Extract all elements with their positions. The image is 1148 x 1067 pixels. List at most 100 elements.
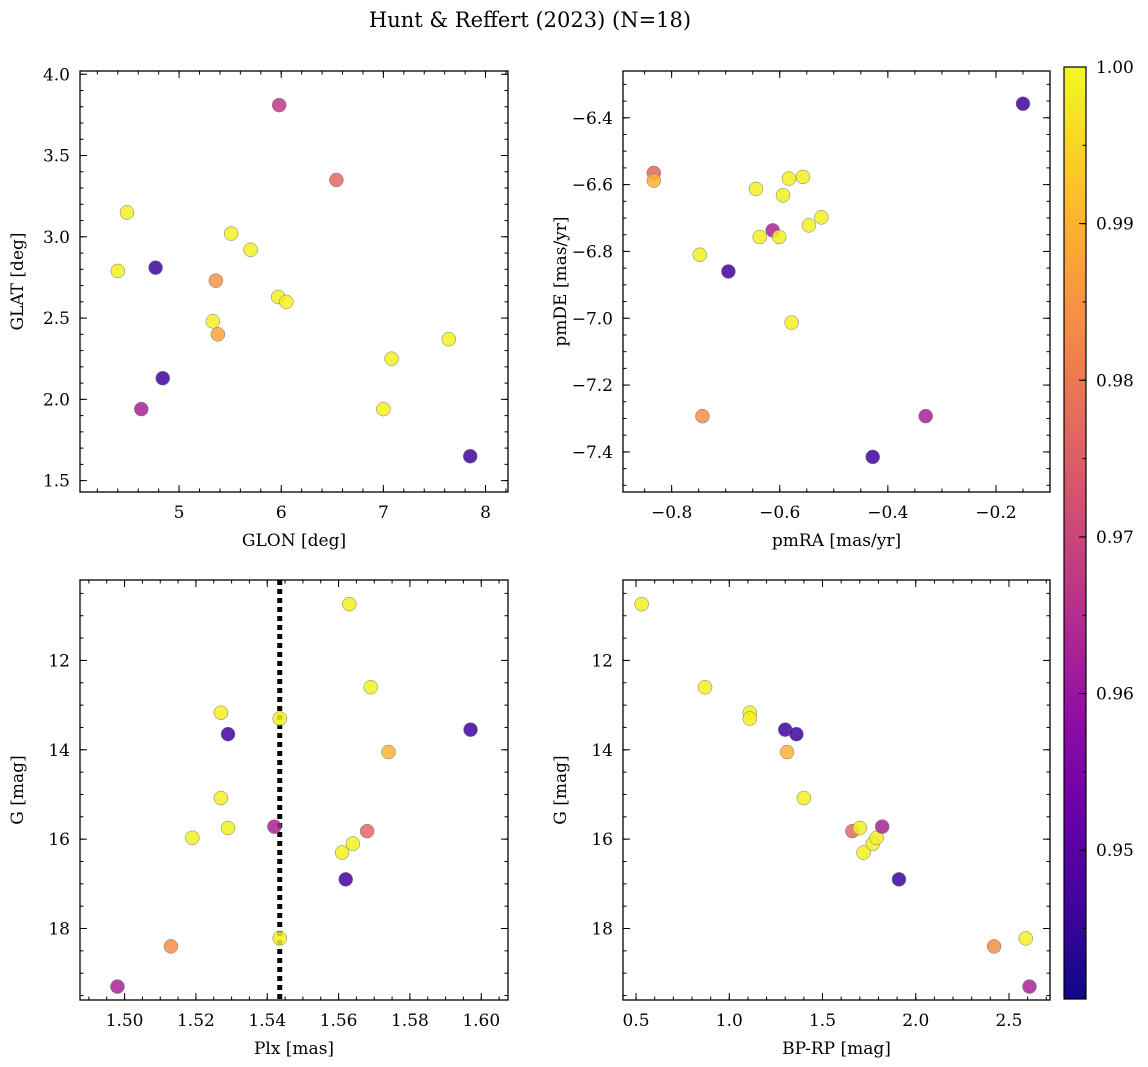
x-tick-label: 5	[174, 503, 185, 523]
data-point	[781, 171, 797, 186]
data-point	[795, 169, 811, 185]
data-point	[213, 705, 229, 720]
data-point	[697, 679, 713, 695]
y-tick-label: 2.0	[43, 390, 70, 410]
panel-bprp-g: 0.5 1.0 1.5 2.0 2.5 12 14 16 18 BP-RP [mag] G [mag…	[551, 579, 1051, 1059]
data-point	[119, 205, 135, 220]
y-axis-label: GLAT [deg]	[8, 232, 28, 330]
data-point	[752, 229, 767, 245]
data-point	[359, 823, 375, 839]
colorbar-gradient	[1064, 67, 1086, 999]
data-point	[205, 314, 221, 329]
data-point	[891, 872, 907, 887]
data-point	[210, 327, 226, 342]
data-point	[462, 448, 478, 464]
data-point	[110, 263, 126, 279]
colorbar: 0.95 0.96 0.97 0.98 0.99 1.00	[1063, 58, 1134, 1000]
y-tick-label: −7.4	[572, 443, 613, 463]
data-point	[1015, 96, 1031, 111]
y-tick-label: 1.5	[43, 472, 70, 492]
x-tick-label: −0.8	[651, 503, 692, 523]
x-tick-label: 1.5	[809, 1011, 836, 1031]
data-point	[692, 247, 708, 263]
data-point	[384, 351, 399, 366]
data-point	[1018, 931, 1034, 946]
data-point	[986, 939, 1002, 954]
data-point	[918, 408, 933, 424]
colorbar-tick-label: 0.98	[1096, 371, 1134, 391]
data-point	[220, 726, 236, 742]
x-tick-label: −0.4	[867, 503, 908, 523]
data-point	[329, 172, 344, 188]
y-tick-label: −6.8	[572, 242, 613, 262]
y-tick-label: −6.4	[572, 109, 613, 129]
data-point	[345, 836, 361, 851]
axes-frame	[79, 579, 509, 1001]
x-tick-label: 1.0	[716, 1011, 743, 1031]
data-point	[721, 264, 736, 279]
data-point	[220, 820, 236, 836]
data-point	[363, 679, 378, 695]
data-point	[272, 711, 287, 726]
data-point	[271, 97, 287, 113]
y-tick-label: 18	[591, 920, 613, 940]
data-point	[134, 401, 149, 417]
y-tick-label: 12	[48, 651, 70, 671]
axes-frame	[622, 70, 1051, 493]
data-point	[1022, 979, 1037, 994]
x-tick-label: −0.2	[975, 503, 1016, 523]
y-tick-label: 12	[591, 651, 613, 671]
axes-frame	[79, 70, 509, 493]
data-point	[441, 331, 457, 347]
y-tick-label: 18	[48, 920, 70, 940]
data-point	[381, 744, 396, 760]
data-point	[155, 370, 170, 386]
x-axis-label: Plx [mas]	[254, 1039, 334, 1059]
y-tick-label: 2.5	[43, 309, 70, 329]
data-point	[110, 979, 125, 994]
figure-title: Hunt & Reffert (2023) (N=18)	[369, 8, 691, 32]
data-point	[856, 845, 871, 860]
data-point	[334, 845, 350, 860]
y-tick-label: −7.2	[572, 376, 613, 396]
data-point	[272, 931, 287, 946]
colorbar-tick-label: 0.96	[1096, 685, 1134, 705]
data-point	[223, 226, 239, 241]
y-tick-label: 16	[591, 830, 613, 850]
data-point	[163, 939, 179, 954]
x-axis-label: BP-RP [mag]	[782, 1039, 891, 1059]
data-point	[852, 820, 868, 836]
x-axis-label: pmRA [mas/yr]	[772, 531, 901, 551]
x-tick-label: 1.58	[391, 1011, 429, 1031]
y-tick-label: 16	[48, 830, 70, 850]
x-tick-label: 2.0	[902, 1011, 929, 1031]
panel-glon-glat: 5 6 7 8 1.5 2.0 2.5 3.0 3.5 4.0 GLON [deg] GLAT [de…	[8, 65, 509, 551]
y-axis-label: G [mag]	[551, 755, 571, 824]
data-point	[279, 294, 294, 310]
data-point	[185, 830, 200, 846]
y-tick-label: −7.0	[572, 309, 613, 329]
data-point	[865, 449, 880, 465]
colorbar-tick-label: 0.97	[1096, 528, 1134, 548]
y-tick-label: 4.0	[43, 65, 70, 85]
data-point	[742, 711, 758, 726]
data-point	[646, 173, 662, 188]
y-tick-label: 3.0	[43, 228, 70, 248]
x-tick-label: −0.6	[759, 503, 800, 523]
data-point	[874, 819, 890, 834]
y-axis-label: pmDE [mas/yr]	[551, 216, 571, 346]
y-tick-label: 14	[48, 741, 70, 761]
y-tick-label: −6.6	[572, 176, 613, 196]
data-point	[748, 181, 764, 197]
x-tick-label: 0.5	[623, 1011, 650, 1031]
data-point	[213, 790, 229, 806]
x-axis-label: GLON [deg]	[242, 531, 346, 551]
data-point	[267, 819, 282, 834]
x-tick-label: 6	[276, 503, 287, 523]
x-tick-label: 1.60	[462, 1011, 500, 1031]
colorbar-tick-label: 0.99	[1096, 215, 1134, 235]
axes-frame	[622, 579, 1051, 1001]
data-point	[208, 273, 224, 288]
data-point	[789, 726, 804, 742]
